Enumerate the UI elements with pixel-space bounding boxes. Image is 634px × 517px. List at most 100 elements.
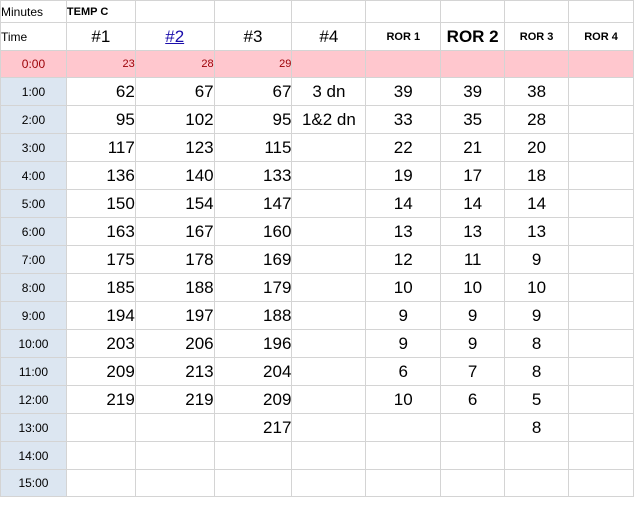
empty-cell[interactable] — [504, 50, 570, 78]
temp-batch-1-cell[interactable]: 62 — [65, 77, 136, 106]
ror-3-cell[interactable]: 9 — [504, 245, 570, 274]
batch-4-note-cell[interactable] — [291, 161, 367, 190]
time-cell[interactable]: 6:00 — [0, 217, 67, 246]
ror-2-cell[interactable]: 7 — [440, 357, 506, 386]
ror-3-cell[interactable]: 18 — [504, 161, 570, 190]
header-batch-2-link[interactable]: #2 — [134, 22, 215, 51]
ror-4-cell[interactable] — [568, 217, 634, 246]
ror-2-cell[interactable]: 35 — [440, 105, 506, 134]
temp-batch-2-cell[interactable]: 197 — [134, 301, 215, 330]
ror-2-cell[interactable]: 13 — [440, 217, 506, 246]
ror-1-cell[interactable] — [365, 413, 442, 442]
empty-cell[interactable] — [568, 50, 634, 78]
time-cell[interactable]: 4:00 — [0, 161, 67, 190]
temp-batch-2-cell[interactable] — [134, 441, 215, 470]
temp-batch-3-cell[interactable]: 204 — [213, 357, 293, 386]
ror-3-cell[interactable]: 28 — [504, 105, 570, 134]
temp-batch-2-cell[interactable]: 213 — [134, 357, 215, 386]
ror-3-cell[interactable]: 8 — [504, 329, 570, 358]
batch-4-note-cell[interactable] — [291, 133, 367, 162]
temp-batch-1-cell[interactable]: 185 — [65, 273, 136, 302]
ror-2-cell[interactable] — [440, 413, 506, 442]
ror-4-cell[interactable] — [568, 469, 634, 497]
start-temp-batch-2[interactable]: 28 — [134, 50, 215, 78]
temp-batch-1-cell[interactable]: 95 — [65, 105, 136, 134]
ror-2-cell[interactable] — [440, 469, 506, 497]
ror-2-cell[interactable]: 39 — [440, 77, 506, 106]
ror-4-cell[interactable] — [568, 441, 634, 470]
temp-batch-1-cell[interactable]: 136 — [65, 161, 136, 190]
ror-1-cell[interactable] — [365, 441, 442, 470]
ror-3-cell[interactable]: 20 — [504, 133, 570, 162]
temp-batch-2-cell[interactable] — [134, 413, 215, 442]
header-ror-2[interactable]: ROR 2 — [440, 22, 506, 51]
temp-c-label-cell[interactable]: TEMP C — [65, 0, 136, 23]
ror-4-cell[interactable] — [568, 133, 634, 162]
temp-batch-2-cell[interactable]: 140 — [134, 161, 215, 190]
temp-batch-2-cell[interactable]: 206 — [134, 329, 215, 358]
header-ror-1[interactable]: ROR 1 — [365, 22, 442, 51]
empty-cell[interactable] — [291, 0, 367, 23]
ror-1-cell[interactable]: 9 — [365, 301, 442, 330]
temp-batch-2-cell[interactable] — [134, 469, 215, 497]
ror-4-cell[interactable] — [568, 105, 634, 134]
ror-3-cell[interactable]: 13 — [504, 217, 570, 246]
temp-batch-1-cell[interactable]: 194 — [65, 301, 136, 330]
batch-4-note-cell[interactable] — [291, 273, 367, 302]
temp-batch-3-cell[interactable]: 188 — [213, 301, 293, 330]
ror-4-cell[interactable] — [568, 357, 634, 386]
ror-3-cell[interactable]: 10 — [504, 273, 570, 302]
time-label-cell[interactable]: Time — [0, 22, 67, 51]
ror-4-cell[interactable] — [568, 329, 634, 358]
temp-batch-1-cell[interactable]: 203 — [65, 329, 136, 358]
temp-batch-3-cell[interactable]: 147 — [213, 189, 293, 218]
header-batch-1[interactable]: #1 — [65, 22, 136, 51]
ror-4-cell[interactable] — [568, 161, 634, 190]
time-cell[interactable]: 0:00 — [0, 50, 67, 78]
ror-1-cell[interactable]: 19 — [365, 161, 442, 190]
ror-2-cell[interactable]: 9 — [440, 301, 506, 330]
temp-batch-3-cell[interactable]: 67 — [213, 77, 293, 106]
time-cell[interactable]: 11:00 — [0, 357, 67, 386]
temp-batch-3-cell[interactable] — [213, 441, 293, 470]
minutes-label-cell[interactable]: Minutes — [0, 0, 67, 23]
temp-batch-2-cell[interactable]: 154 — [134, 189, 215, 218]
ror-1-cell[interactable]: 10 — [365, 273, 442, 302]
ror-3-cell[interactable]: 9 — [504, 301, 570, 330]
header-batch-4[interactable]: #4 — [291, 22, 367, 51]
batch-4-note-cell[interactable]: 1&2 dn — [291, 105, 367, 134]
temp-batch-2-cell[interactable]: 102 — [134, 105, 215, 134]
start-temp-batch-3[interactable]: 29 — [213, 50, 293, 78]
empty-cell[interactable] — [365, 50, 442, 78]
empty-cell[interactable] — [440, 50, 506, 78]
batch-4-note-cell[interactable] — [291, 441, 367, 470]
temp-batch-3-cell[interactable]: 179 — [213, 273, 293, 302]
temp-batch-1-cell[interactable] — [65, 441, 136, 470]
ror-2-cell[interactable]: 11 — [440, 245, 506, 274]
time-cell[interactable]: 1:00 — [0, 77, 67, 106]
empty-cell[interactable] — [365, 0, 442, 23]
ror-3-cell[interactable]: 14 — [504, 189, 570, 218]
batch-4-note-cell[interactable] — [291, 385, 367, 414]
time-cell[interactable]: 2:00 — [0, 105, 67, 134]
time-cell[interactable]: 15:00 — [0, 469, 67, 497]
batch-4-note-cell[interactable] — [291, 245, 367, 274]
temp-batch-1-cell[interactable]: 163 — [65, 217, 136, 246]
temp-batch-1-cell[interactable]: 175 — [65, 245, 136, 274]
empty-cell[interactable] — [134, 0, 215, 23]
temp-batch-2-cell[interactable]: 167 — [134, 217, 215, 246]
time-cell[interactable]: 7:00 — [0, 245, 67, 274]
ror-2-cell[interactable] — [440, 441, 506, 470]
ror-4-cell[interactable] — [568, 273, 634, 302]
temp-batch-1-cell[interactable]: 209 — [65, 357, 136, 386]
temp-batch-3-cell[interactable]: 169 — [213, 245, 293, 274]
temp-batch-1-cell[interactable] — [65, 469, 136, 497]
batch-4-note-cell[interactable]: 3 dn — [291, 77, 367, 106]
batch-4-note-cell[interactable] — [291, 301, 367, 330]
temp-batch-1-cell[interactable]: 150 — [65, 189, 136, 218]
ror-1-cell[interactable]: 13 — [365, 217, 442, 246]
time-cell[interactable]: 9:00 — [0, 301, 67, 330]
time-cell[interactable]: 14:00 — [0, 441, 67, 470]
temp-batch-3-cell[interactable] — [213, 469, 293, 497]
ror-3-cell[interactable]: 8 — [504, 413, 570, 442]
